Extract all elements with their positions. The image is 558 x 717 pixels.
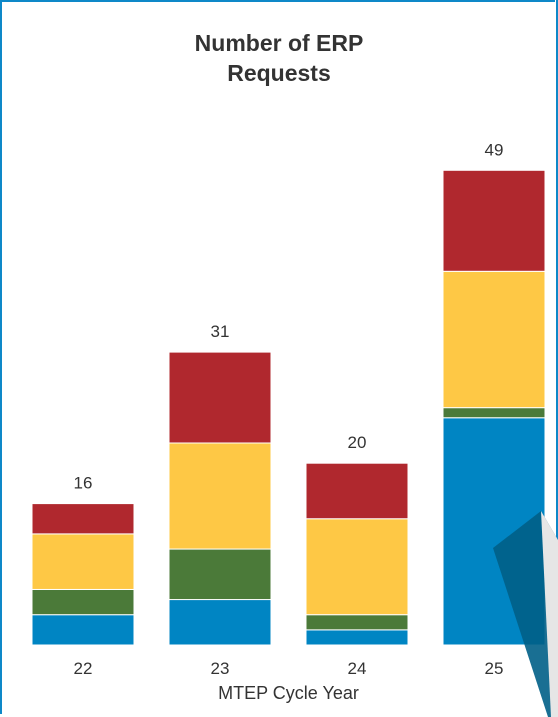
chart-frame-right-edge [556, 0, 558, 717]
bar-segment-24-layer-2 [305, 614, 409, 631]
bar-segment-22-layer-2 [31, 588, 135, 616]
total-label-25: 49 [485, 140, 504, 159]
category-label-24: 24 [348, 659, 367, 678]
bar-segment-23-layer-2 [168, 548, 272, 601]
bar-segment-22-layer-3 [31, 533, 135, 590]
bar-group [31, 169, 546, 646]
dark-blue-wedge-shape [493, 511, 558, 717]
bar-segment-24-layer-1 [305, 629, 409, 646]
background-decoration [493, 511, 558, 717]
total-label-24: 20 [348, 433, 367, 452]
bar-segment-25-layer-2 [442, 407, 546, 419]
bar-segment-23-layer-4 [168, 351, 272, 444]
category-label-23: 23 [211, 659, 230, 678]
light-gray-wedge-shape [541, 511, 558, 717]
chart-title: Number of ERP Requests [0, 28, 558, 88]
x-axis-label: MTEP Cycle Year [218, 683, 359, 703]
chart-title-line-2: Requests [227, 60, 331, 86]
bar-segment-25-layer-3 [442, 270, 546, 409]
chart-title-line-1: Number of ERP [194, 30, 364, 56]
bar-segment-25-layer-4 [442, 169, 546, 272]
bar-segment-24-layer-3 [305, 518, 409, 616]
category-label-22: 22 [74, 659, 93, 678]
category-label-25: 25 [485, 659, 504, 678]
bar-segment-23-layer-3 [168, 442, 272, 550]
total-label-23: 31 [211, 322, 230, 341]
bar-segment-23-layer-1 [168, 599, 272, 646]
total-label-22: 16 [74, 474, 93, 493]
label-group: 16 22 31 23 20 24 49 25 [74, 140, 504, 678]
bar-segment-24-layer-4 [305, 462, 409, 520]
bar-segment-22-layer-1 [31, 614, 135, 646]
bar-segment-22-layer-4 [31, 503, 135, 535]
